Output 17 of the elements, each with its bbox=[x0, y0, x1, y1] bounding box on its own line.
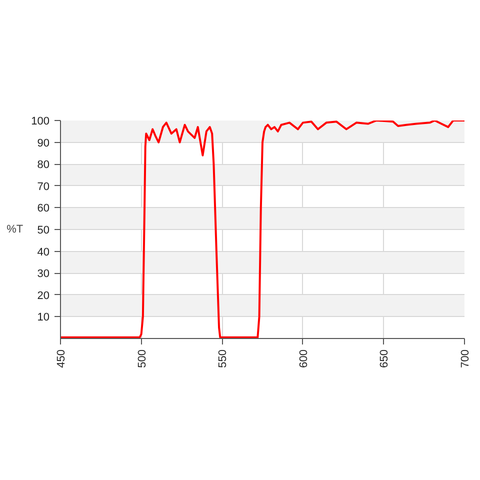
y-tick-label: 80 bbox=[37, 159, 50, 172]
y-tick-label: 70 bbox=[37, 180, 50, 193]
y-axis-title: %T bbox=[6, 224, 24, 236]
x-tick-label: 500 bbox=[136, 349, 148, 368]
y-tick-label: 40 bbox=[37, 246, 50, 258]
x-tick-label: 450 bbox=[56, 349, 68, 368]
y-tick-label: 20 bbox=[37, 290, 50, 302]
y-tick-label: 30 bbox=[37, 268, 50, 280]
y-tick-label: 90 bbox=[37, 137, 50, 150]
x-tick-label: 600 bbox=[298, 349, 310, 368]
y-tick-label: 10 bbox=[37, 312, 50, 324]
y-tick-label: 50 bbox=[37, 224, 50, 236]
y-tick-label: 60 bbox=[37, 202, 50, 215]
x-tick-label: 650 bbox=[378, 349, 391, 368]
x-tick-label: 550 bbox=[217, 349, 230, 368]
y-tick-label: 100 bbox=[31, 116, 50, 128]
x-tick-label: 700 bbox=[460, 349, 472, 368]
